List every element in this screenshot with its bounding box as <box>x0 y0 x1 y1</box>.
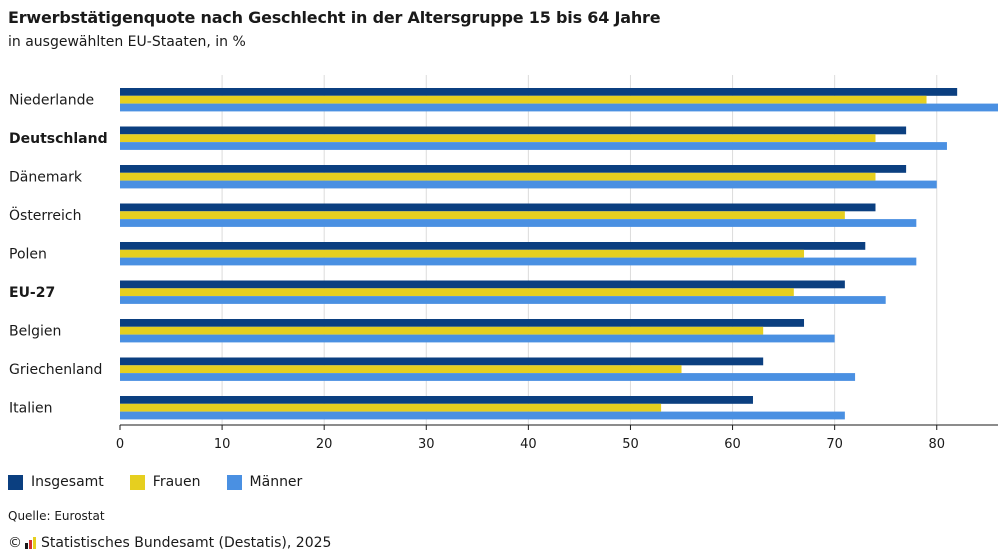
legend-label-insgesamt: Insgesamt <box>31 474 104 490</box>
x-tick-label-0: 0 <box>116 437 124 452</box>
bar-eu-27-männer <box>120 296 886 304</box>
bar-italien-männer <box>120 411 845 420</box>
bar-österreich-frauen <box>120 211 845 220</box>
bar-belgien-insgesamt <box>120 319 805 327</box>
legend: Insgesamt Frauen Männer <box>8 474 328 490</box>
legend-item-maenner: Männer <box>226 474 303 490</box>
bar-eu-27-insgesamt <box>120 280 845 289</box>
bar-polen-insgesamt <box>120 242 866 250</box>
bar-dänemark-insgesamt <box>120 165 907 173</box>
category-label-3: Österreich <box>9 206 81 224</box>
bar-polen-männer <box>120 257 917 266</box>
bar-griechenland-männer <box>120 373 856 381</box>
bar-belgien-männer <box>120 334 835 343</box>
bar-österreich-männer <box>120 219 917 227</box>
logo-bar-2 <box>29 540 32 549</box>
legend-item-insgesamt: Insgesamt <box>8 474 104 490</box>
bar-italien-insgesamt <box>120 396 753 404</box>
category-label-8: Italien <box>9 401 52 417</box>
bar-dänemark-männer <box>120 180 937 189</box>
category-label-5: EU-27 <box>9 285 55 301</box>
legend-label-frauen: Frauen <box>152 474 201 490</box>
x-tick-label-70: 70 <box>826 437 843 452</box>
legend-swatch-maenner <box>226 474 242 490</box>
category-label-6: Belgien <box>9 324 61 340</box>
category-label-0: Niederlande <box>9 93 94 109</box>
bar-italien-frauen <box>120 403 662 412</box>
category-label-1: Deutschland <box>9 131 108 147</box>
chart-title: Erwerbstätigenquote nach Geschlecht in d… <box>8 8 661 27</box>
logo-bar-3 <box>33 537 36 549</box>
bar-griechenland-insgesamt <box>120 357 764 366</box>
bar-deutschland-männer <box>120 142 947 150</box>
bar-österreich-insgesamt <box>120 203 876 212</box>
category-label-7: Griechenland <box>9 362 102 378</box>
bar-dänemark-frauen <box>120 172 876 181</box>
footer-text: Statistisches Bundesamt (Destatis), 2025 <box>41 535 332 551</box>
bar-belgien-frauen <box>120 326 764 335</box>
copyright-symbol: © <box>8 535 22 551</box>
legend-label-maenner: Männer <box>249 474 303 490</box>
bar-niederlande-insgesamt <box>120 88 958 96</box>
bar-deutschland-frauen <box>120 134 876 143</box>
footer: © Statistisches Bundesamt (Destatis), 20… <box>8 535 331 551</box>
category-label-4: Polen <box>9 247 47 263</box>
x-tick-label-60: 60 <box>724 437 741 452</box>
category-label-2: Dänemark <box>9 170 83 186</box>
bar-niederlande-frauen <box>120 95 927 104</box>
bar-polen-frauen <box>120 249 805 258</box>
bar-griechenland-frauen <box>120 365 682 374</box>
destatis-logo-icon <box>25 537 37 549</box>
legend-swatch-frauen <box>129 474 145 490</box>
x-tick-label-40: 40 <box>520 437 537 452</box>
x-tick-label-80: 80 <box>928 437 945 452</box>
bar-chart: Niederlande Deutschland Dänemark Österreich… <box>9 75 998 452</box>
x-tick-label-50: 50 <box>622 437 639 452</box>
source-note: Quelle: Eurostat <box>8 509 105 523</box>
logo-bar-1 <box>25 543 28 549</box>
bar-niederlande-männer <box>120 103 998 112</box>
chart-subtitle: in ausgewählten EU-Staaten, in % <box>8 34 246 50</box>
x-tick-label-10: 10 <box>214 437 231 452</box>
x-tick-label-30: 30 <box>418 437 435 452</box>
legend-item-frauen: Frauen <box>129 474 201 490</box>
bar-deutschland-insgesamt <box>120 126 907 135</box>
x-tick-label-20: 20 <box>316 437 333 452</box>
bar-eu-27-frauen <box>120 288 794 297</box>
legend-swatch-insgesamt <box>8 474 23 490</box>
